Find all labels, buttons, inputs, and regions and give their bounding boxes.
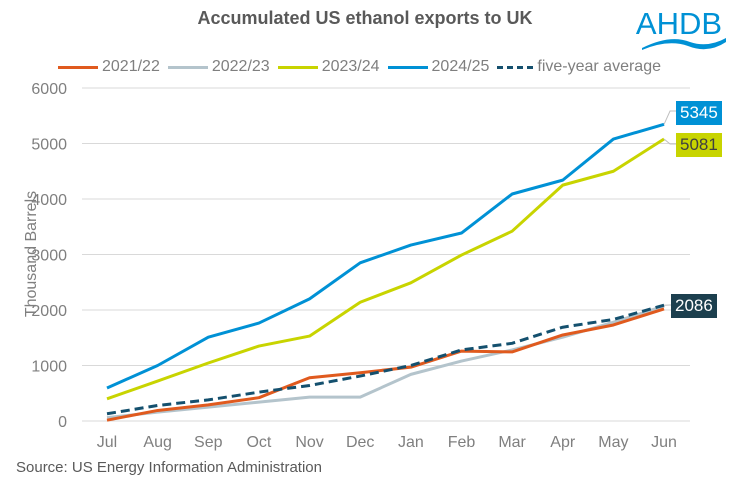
y-tick-label: 4000 (31, 192, 67, 209)
data-label-2023-24: 5081 (676, 133, 722, 157)
ahdb-logo: AHDB (636, 6, 726, 50)
x-tick-label: Feb (448, 434, 476, 451)
chart-legend: 2021/22 2022/23 2023/24 2024/25 five-year av… (58, 55, 669, 79)
legend-item: 2024/25 (387, 58, 490, 76)
series-line-five-year-average (106, 303, 665, 416)
y-tick-label: 5000 (31, 137, 67, 154)
chart-title: Accumulated US ethanol exports to UK (197, 8, 533, 28)
x-tick-label: Apr (550, 434, 576, 451)
x-tick-label: Nov (295, 434, 323, 451)
legend-item: five-year average (497, 58, 661, 76)
legend-swatch-icon (277, 65, 318, 69)
x-tick-label: Aug (143, 434, 171, 451)
x-tick-label: Dec (346, 434, 374, 451)
x-tick-label: Oct (246, 434, 271, 451)
data-label-five-year-average: 2086 (671, 294, 717, 318)
x-tick-label: May (598, 434, 628, 451)
logo-wave-icon (642, 38, 726, 50)
x-tick-label: Jul (97, 434, 117, 451)
x-tick-label: Sep (194, 434, 223, 451)
y-tick-label: 6000 (31, 81, 67, 98)
legend-label: 2022/23 (211, 58, 270, 75)
series-line-2024-25 (106, 122, 665, 390)
source-note: Source: US Energy Information Administra… (16, 459, 322, 476)
y-tick-label: 2000 (31, 303, 67, 320)
legend-label: five-year average (537, 58, 661, 75)
legend-label: 2024/25 (431, 58, 490, 75)
legend-swatch-icon (167, 65, 208, 69)
label-leader-line (663, 110, 676, 125)
x-tick-label: Jun (651, 434, 677, 451)
y-tick-label: 0 (58, 414, 67, 431)
label-leader-line (663, 138, 676, 145)
legend-swatch-icon (497, 65, 534, 69)
x-tick-label: Mar (498, 434, 526, 451)
x-tick-label: Jan (398, 434, 424, 451)
data-label-2024-25: 5345 (676, 101, 722, 125)
y-tick-label: 1000 (31, 359, 67, 376)
legend-swatch-icon (387, 65, 428, 69)
y-tick-label: 3000 (31, 248, 67, 265)
legend-label: 2023/24 (321, 58, 380, 75)
legend-item: 2022/23 (167, 58, 270, 76)
legend-label: 2021/22 (102, 58, 160, 75)
legend-item: 2023/24 (277, 58, 380, 76)
series-line-2023-24 (106, 137, 665, 401)
legend-item: 2021/22 (58, 58, 160, 76)
logo-text: AHDB (636, 6, 722, 41)
legend-swatch-icon (58, 65, 98, 69)
